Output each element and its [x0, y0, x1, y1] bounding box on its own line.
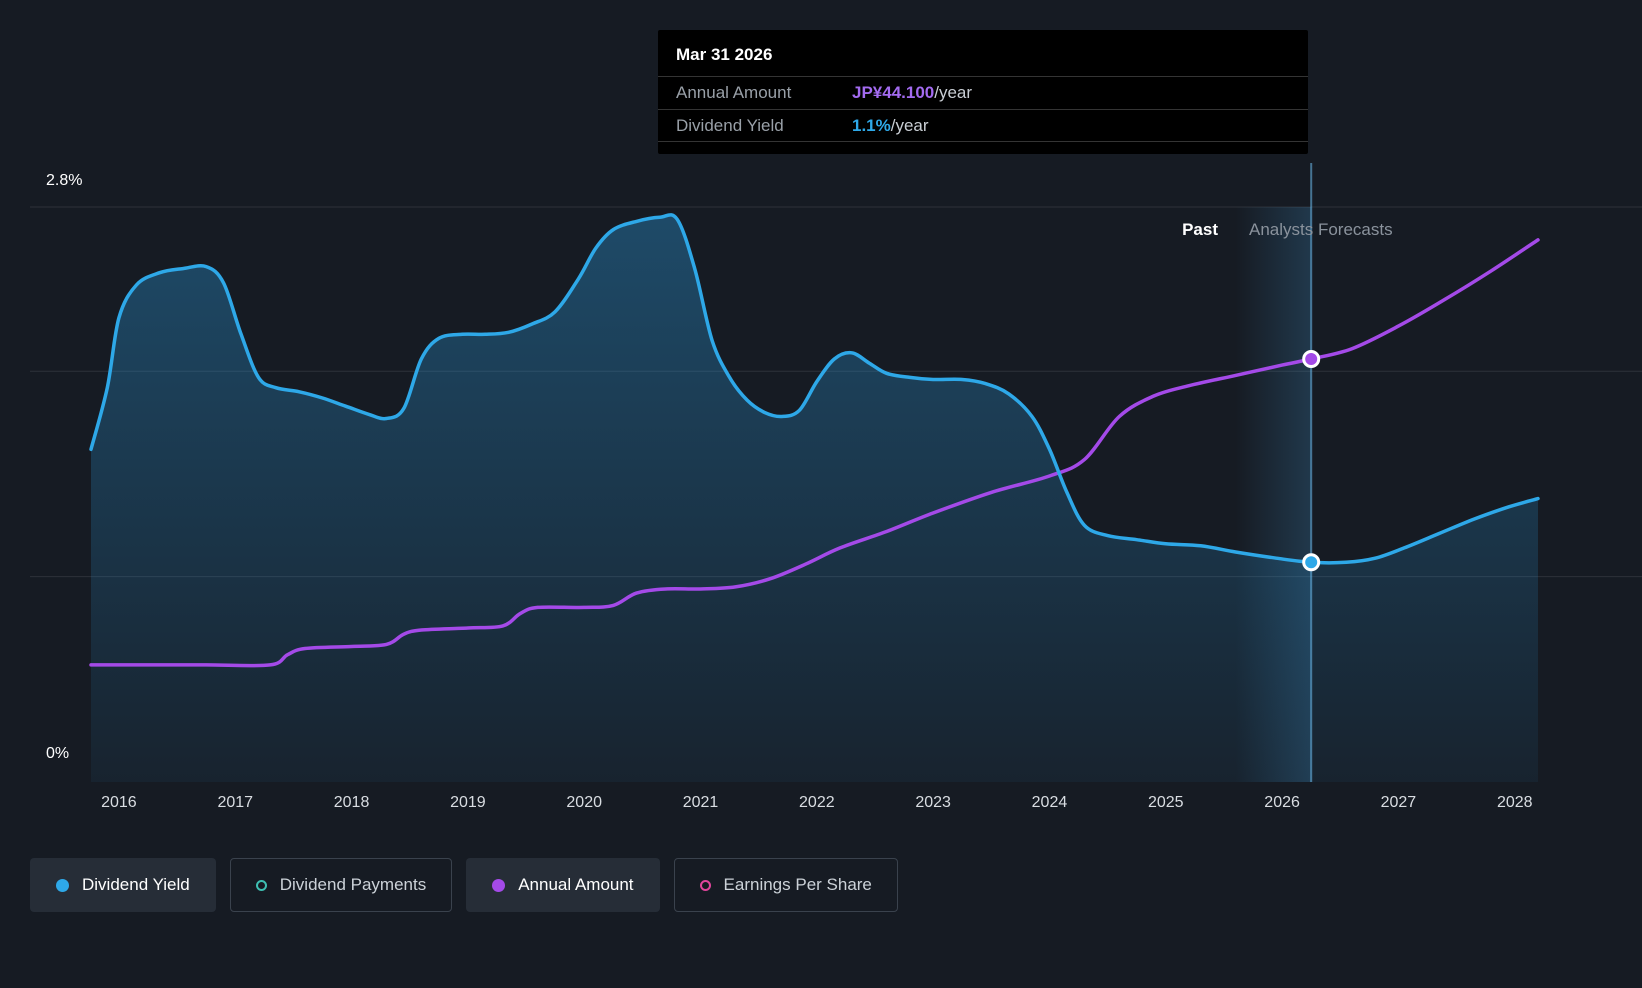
tooltip-row-annual-amount: Annual Amount JP¥44.100/year — [658, 76, 1308, 109]
chart-legend: Dividend Yield Dividend Payments Annual … — [30, 858, 898, 912]
marker-dividend-yield[interactable] — [1302, 553, 1321, 572]
dividend-yield-line — [89, 213, 1540, 565]
x-axis-tick: 2025 — [1147, 794, 1184, 811]
marker-annual-amount[interactable] — [1302, 350, 1321, 368]
x-axis-tick: 2016 — [101, 794, 137, 811]
dividend-yield-dot-icon — [56, 878, 69, 892]
annual-amount-line — [89, 238, 1540, 668]
x-axis-tick: 2023 — [915, 794, 951, 811]
tooltip-value: 1.1%/year — [852, 115, 929, 135]
dividend-yield-area — [91, 214, 1538, 783]
tooltip-row-dividend-yield: Dividend Yield 1.1%/year — [658, 109, 1308, 142]
earnings-per-share-ring-icon — [699, 879, 711, 891]
x-axis-tick: 2027 — [1380, 794, 1417, 811]
y-axis-label-min: 0% — [46, 745, 70, 762]
annual-amount-dot-icon — [492, 878, 506, 892]
x-axis-tick: 2019 — [450, 794, 486, 811]
legend-label: Dividend Payments — [279, 875, 427, 894]
tooltip-label: Annual Amount — [676, 83, 792, 102]
x-axis-tick: 2022 — [799, 794, 835, 811]
x-axis-tick: 2021 — [682, 794, 719, 811]
y-axis-label-max: 2.8% — [46, 172, 83, 189]
analysts-forecasts-label: Analysts Forecasts — [1249, 220, 1393, 239]
legend-label: Earnings Per Share — [723, 875, 872, 894]
x-axis-tick: 2028 — [1496, 794, 1533, 811]
x-axis-tick: 2026 — [1264, 794, 1300, 811]
legend-toggle-earnings-per-share[interactable]: Earnings Per Share — [673, 858, 898, 912]
x-axis-tick: 2024 — [1031, 794, 1068, 811]
hover-tooltip: Mar 31 2026 Annual Amount JP¥44.100/year… — [658, 30, 1308, 154]
legend-toggle-dividend-payments[interactable]: Dividend Payments — [229, 858, 453, 912]
tooltip-label: Dividend Yield — [676, 115, 784, 135]
dividend-payments-ring-icon — [255, 879, 267, 891]
tooltip-value: JP¥44.100/year — [852, 83, 973, 102]
legend-toggle-dividend-yield[interactable]: Dividend Yield — [30, 858, 216, 912]
x-axis-tick: 2018 — [333, 794, 370, 811]
x-axis-tick: 2020 — [566, 794, 602, 811]
legend-label: Annual Amount — [518, 875, 634, 894]
tooltip-suffix: /year — [890, 115, 929, 135]
tooltip-suffix: /year — [934, 83, 973, 102]
legend-toggle-annual-amount[interactable]: Annual Amount — [466, 858, 660, 912]
past-label: Past — [1182, 220, 1218, 239]
tooltip-date: Mar 31 2026 — [676, 45, 773, 64]
x-axis-tick: 2017 — [217, 794, 254, 811]
legend-label: Dividend Yield — [82, 875, 190, 894]
